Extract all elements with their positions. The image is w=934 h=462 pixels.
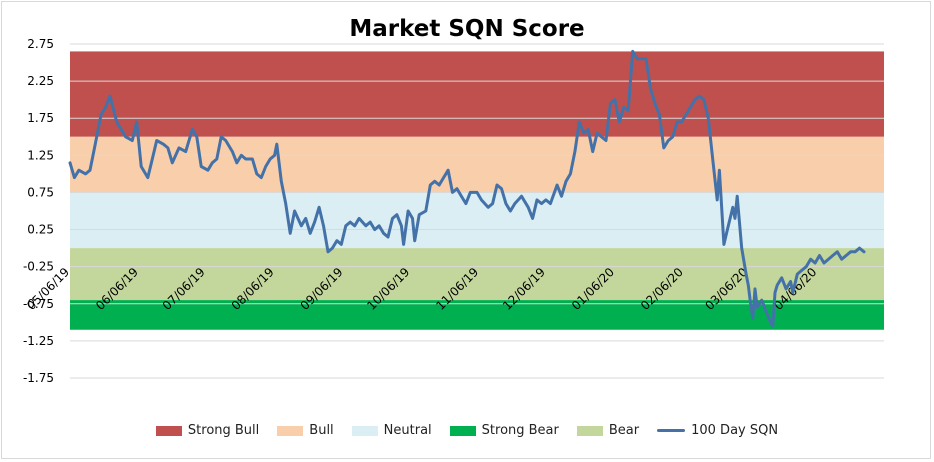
y-tick-label: -0.25 (23, 260, 54, 274)
y-tick-label: 0.25 (27, 223, 54, 237)
legend-item: Strong Bear (449, 423, 559, 438)
legend-label: Bull (309, 423, 334, 438)
legend-color-swatch (351, 425, 378, 436)
y-axis-tick-labels: 2.75 2.25 1.75 1.25 0.75 0.25 -0.25 -0.75 -1.25 -… (23, 37, 54, 385)
legend: Strong Bull Bull Neutral Strong Bear Bear 100… (0, 423, 934, 438)
y-tick-label: 2.75 (27, 37, 54, 51)
y-tick-label: 0.75 (27, 185, 54, 199)
legend-item: Bear (576, 423, 640, 438)
bands-layer (70, 51, 884, 330)
series-layer (68, 49, 866, 328)
legend-label: Neutral (383, 423, 432, 438)
legend-color-swatch (277, 425, 304, 436)
legend-color-swatch (155, 425, 182, 436)
band-strong-bear (70, 300, 884, 330)
legend-label: 100 Day SQN (691, 423, 779, 438)
y-tick-label: 1.75 (27, 111, 54, 125)
chart-title: Market SQN Score (349, 16, 585, 42)
y-tick-label: 2.25 (27, 74, 54, 88)
legend-item: Strong Bull (155, 423, 260, 438)
band-neutral (70, 192, 884, 249)
legend-label: Strong Bear (481, 423, 559, 438)
legend-label: Strong Bull (187, 423, 260, 438)
band-bull (70, 136, 884, 193)
legend-item: Bull (277, 423, 334, 438)
y-tick-label: 1.25 (27, 148, 54, 162)
legend-color-swatch (576, 425, 603, 436)
y-tick-label: -0.75 (23, 297, 54, 311)
series-line-100-day-sqn (68, 49, 866, 328)
legend-label: Bear (608, 423, 640, 438)
legend-color-swatch (449, 425, 476, 436)
legend-line-swatch (657, 429, 686, 432)
legend-item: 100 Day SQN (657, 423, 778, 438)
legend-item: Neutral (351, 423, 432, 438)
grid-layer (70, 43, 884, 379)
band-strong-bull (70, 51, 884, 137)
y-tick-label: -1.75 (23, 371, 54, 385)
y-tick-label: -1.25 (23, 334, 54, 348)
